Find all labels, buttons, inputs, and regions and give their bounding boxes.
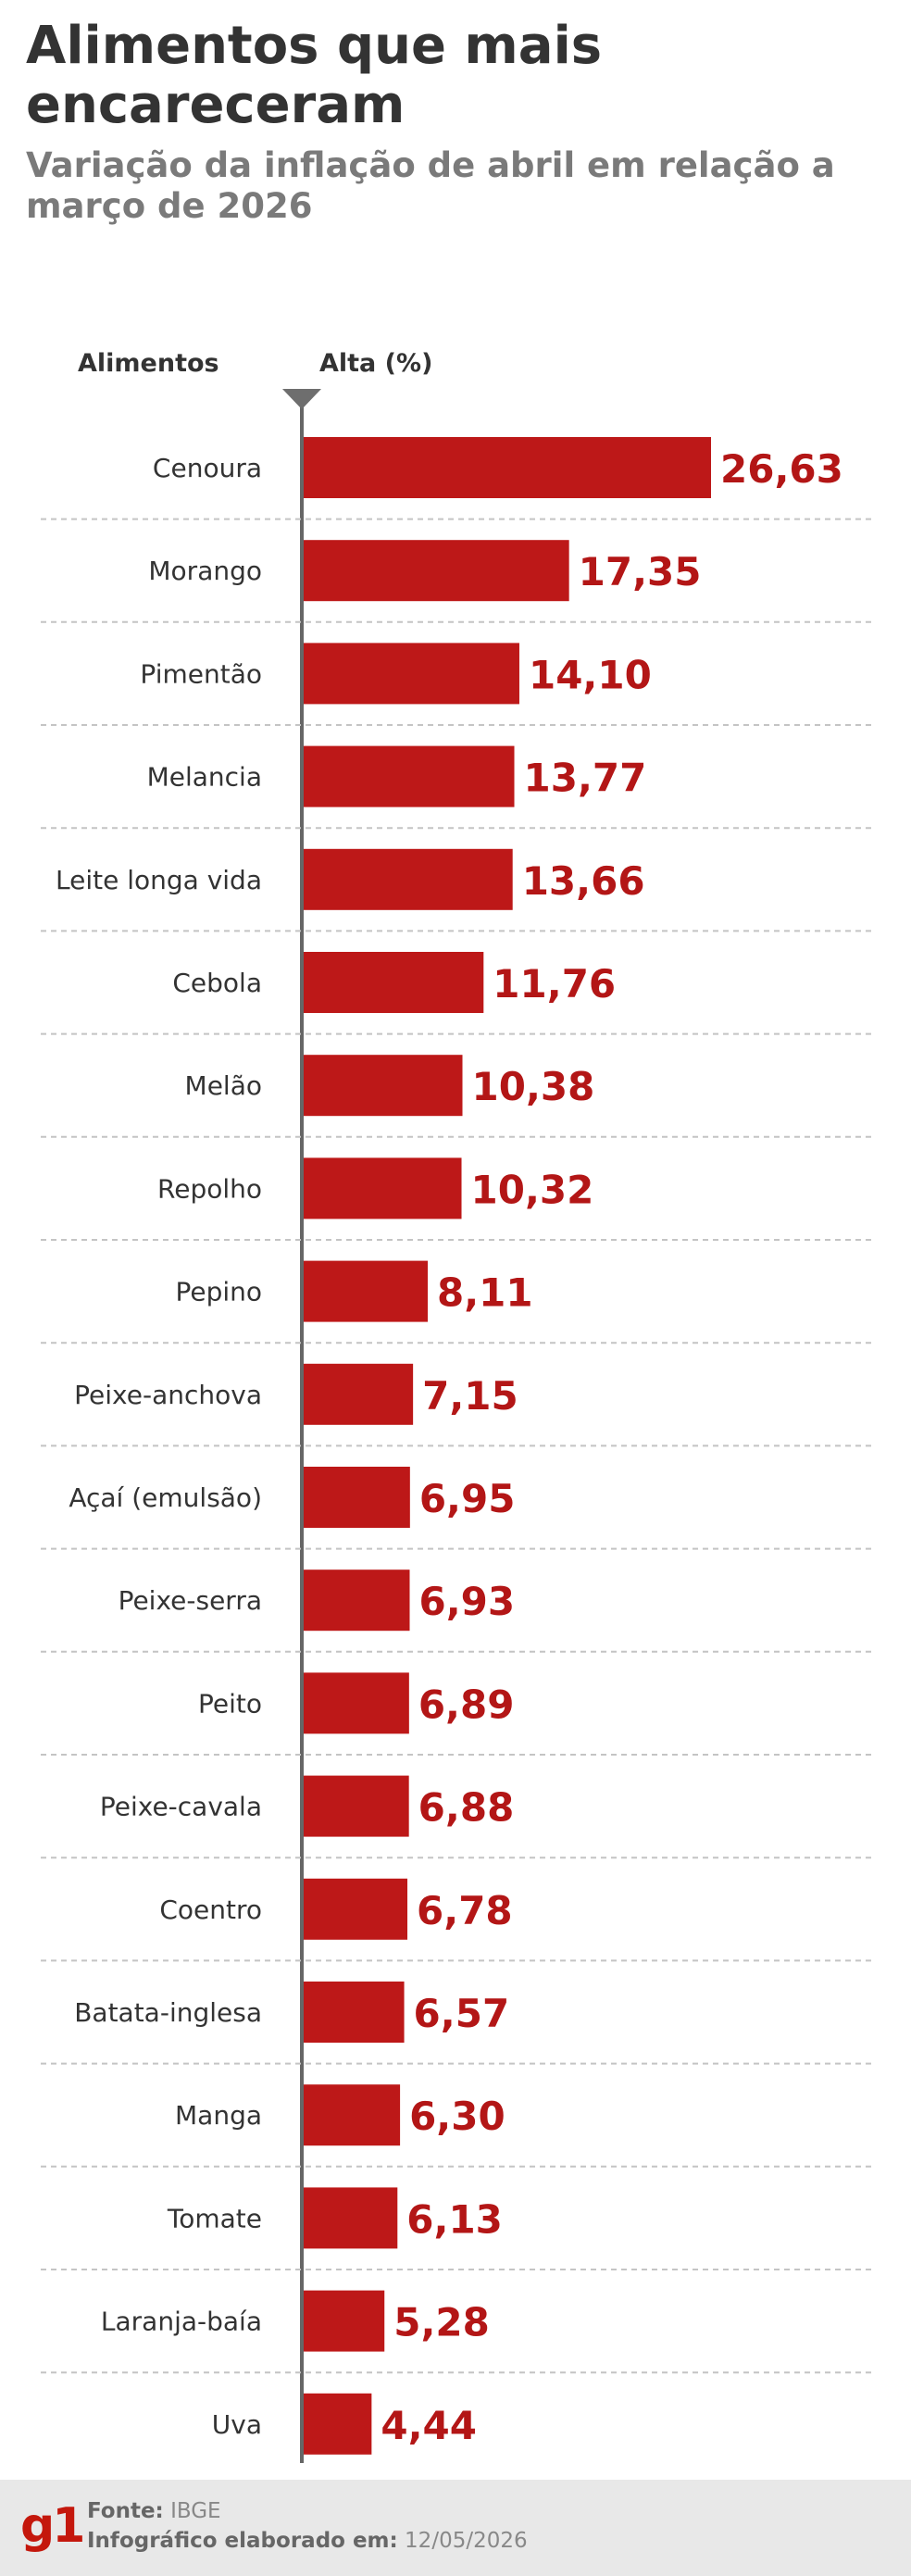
category-label: Pimentão <box>140 658 262 689</box>
category-label: Açaí (emulsão) <box>69 1482 262 1513</box>
category-label: Peixe-anchova <box>74 1380 262 1410</box>
date-line: Infográfico elaborado em: 12/05/2026 <box>87 2528 528 2554</box>
bar <box>304 2084 401 2146</box>
bar <box>304 1055 463 1117</box>
value-label: 6,89 <box>418 1682 515 1727</box>
bar <box>304 745 515 807</box>
category-label: Repolho <box>157 1173 262 1204</box>
value-label: 6,57 <box>414 1991 510 2036</box>
value-label: 13,66 <box>522 858 645 904</box>
bar <box>304 540 569 602</box>
bar <box>304 1260 428 1322</box>
bar <box>304 437 711 498</box>
category-label: Peixe-serra <box>119 1585 262 1616</box>
value-label: 7,15 <box>422 1373 518 1419</box>
value-label: 6,30 <box>409 2094 505 2139</box>
category-column-header: Alimentos <box>78 349 219 378</box>
axis-marker-icon <box>282 389 321 409</box>
g1-logo: g1 <box>20 2498 85 2554</box>
category-label: Melão <box>185 1070 262 1101</box>
value-label: 26,63 <box>720 446 843 492</box>
bar <box>304 1569 410 1632</box>
category-label: Leite longa vida <box>56 865 262 895</box>
value-label: 6,93 <box>419 1579 516 1624</box>
category-label: Batata-inglesa <box>74 1997 262 2028</box>
bar <box>304 1878 408 1940</box>
bar <box>304 2393 372 2455</box>
value-label: 5,28 <box>393 2300 490 2345</box>
bar <box>304 1982 405 2043</box>
value-label: 11,76 <box>493 961 616 1007</box>
bar <box>304 952 484 1013</box>
category-label: Coentro <box>159 1894 262 1925</box>
value-label: 6,13 <box>406 2196 503 2242</box>
bar <box>304 2187 398 2249</box>
value-label: 10,32 <box>471 1167 594 1212</box>
source-value: IBGE <box>170 2499 221 2523</box>
bar <box>304 848 513 910</box>
chart-title: Alimentos que mais encareceram <box>26 16 603 135</box>
value-label: 8,11 <box>437 1270 533 1316</box>
value-label: 6,95 <box>419 1476 516 1521</box>
bar <box>304 1775 409 1837</box>
bar-chart: Cenoura 26,63 Morango 17,35 Pimentão 14,10 Mel… <box>41 389 874 2463</box>
value-label: 13,77 <box>524 756 647 801</box>
date-value: 12/05/2026 <box>405 2529 528 2553</box>
source-line: Fonte: IBGE <box>87 2498 221 2524</box>
bar <box>304 1363 414 1425</box>
bar <box>304 1157 462 1219</box>
category-label: Peixe-cavala <box>100 1792 262 1822</box>
category-label: Manga <box>175 2100 262 2131</box>
chart-subtitle: Variação da inflação de abril em relação… <box>26 145 835 226</box>
footer: g1 Fonte: IBGE Infográfico elaborado em:… <box>0 2480 911 2576</box>
bar <box>304 2290 385 2352</box>
value-label: 17,35 <box>579 549 702 594</box>
value-label: 6,88 <box>418 1785 515 1831</box>
date-label: Infográfico elaborado em: <box>87 2529 398 2553</box>
category-label: Pepino <box>175 1277 262 1307</box>
category-label: Cenoura <box>153 453 262 483</box>
category-label: Uva <box>212 2409 262 2440</box>
source-label: Fonte: <box>87 2499 164 2523</box>
category-label: Tomate <box>167 2203 262 2233</box>
category-label: Peito <box>198 1688 262 1719</box>
value-label: 4,44 <box>381 2403 477 2448</box>
bar <box>304 1672 409 1734</box>
category-label: Morango <box>148 556 262 586</box>
category-label: Melancia <box>147 762 262 793</box>
bar <box>304 1467 410 1528</box>
value-label: 10,38 <box>472 1064 595 1109</box>
value-label: 6,78 <box>417 1888 513 1933</box>
category-label: Laranja-baía <box>101 2307 262 2337</box>
value-label: 14,10 <box>529 652 652 697</box>
bar <box>304 643 519 705</box>
value-column-header: Alta (%) <box>319 349 433 378</box>
category-label: Cebola <box>172 968 262 998</box>
